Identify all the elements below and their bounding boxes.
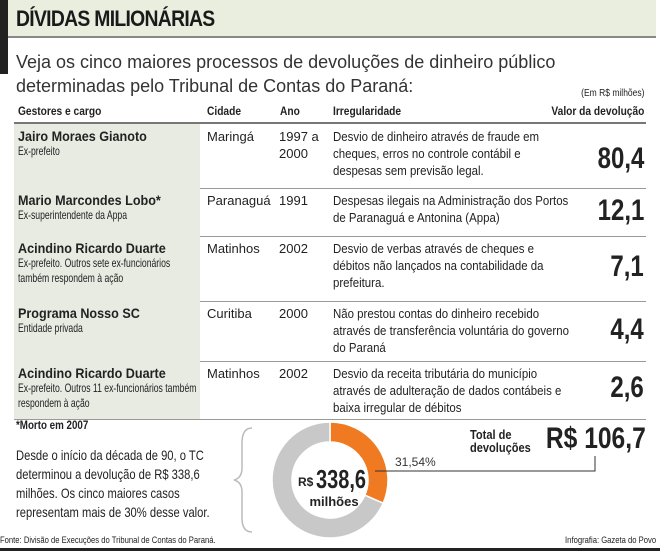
table-row: Acindino Ricardo Duarte Ex-prefeito. Outr… (14, 361, 646, 420)
gestor-name: Programa Nosso SC (18, 305, 140, 321)
gestor-name: Mario Marcondes Lobo* (18, 192, 161, 208)
gestor-cell: Mario Marcondes Lobo* Ex-superintendente … (14, 188, 200, 236)
donut-chart: R$ 338,6 milhões 31,54% (233, 421, 596, 538)
gestor-cell: Acindino Ricardo Duarte Ex-prefeito. Outr… (14, 361, 200, 419)
gestor-name: Jairo Moraes Gianoto (18, 128, 147, 144)
city: Maringá (207, 129, 254, 144)
gestor-role: Ex-prefeito. Outros 11 ex-funcionários t… (18, 381, 197, 410)
gestor-role: Entidade privada (18, 321, 83, 335)
city: Curitiba (207, 306, 252, 321)
gestor-cell: Programa Nosso SC Entidade privada (14, 301, 200, 361)
year: 2002 (279, 366, 308, 381)
brace (233, 427, 253, 533)
irregularity: Desvio de verbas através de cheques e dé… (333, 241, 544, 290)
value: 4,4 (610, 313, 644, 346)
accent-bar (0, 0, 8, 74)
table-row: Programa Nosso SC Entidade privada Curiti… (14, 301, 646, 362)
value: 7,1 (610, 250, 644, 283)
gestor-name: Acindino Ricardo Duarte (18, 365, 166, 381)
footnote: *Morto em 2007 (16, 420, 89, 432)
credit: Infografia: Gazeta do Povo (564, 535, 656, 545)
header-cidade: Cidade (207, 104, 242, 118)
total-value: R$ 106,7 (546, 422, 646, 455)
header-irregularidade: Irregularidade (333, 104, 402, 118)
source: Fonte: Divisão de Execuções do Tribunal … (0, 535, 216, 545)
gestor-role: Ex-prefeito. Outros sete ex-funcionários… (18, 256, 171, 285)
unit-label: (Em R$ milhões) (580, 88, 644, 99)
title-bar (0, 0, 656, 38)
table-row: Jairo Moraes Gianoto Ex-prefeito Maringá … (14, 124, 646, 189)
header-gestores: Gestores e cargo (18, 104, 102, 118)
leader-line (375, 456, 596, 472)
year: 2000 (279, 306, 308, 321)
gestor-cell: Jairo Moraes Gianoto Ex-prefeito (14, 124, 200, 188)
value: 12,1 (597, 194, 644, 227)
year: 1991 (279, 193, 308, 208)
description: Desde o início da década de 90, o TC det… (16, 447, 210, 520)
city: Paranaguá (207, 193, 271, 208)
table-row: Acindino Ricardo Duarte Ex-prefeito. Outr… (14, 236, 646, 302)
header-valor: Valor da devolução (551, 104, 644, 118)
slice-label: 31,54% (395, 455, 436, 469)
irregularity: Desvio de dinheiro através de fraude em … (333, 129, 540, 178)
header-divider (14, 122, 646, 124)
gestor-cell: Acindino Ricardo Duarte Ex-prefeito. Outr… (14, 236, 200, 301)
year: 1997 a 2000 (279, 129, 319, 161)
year: 2002 (279, 241, 308, 256)
center-value: 338,6 (316, 464, 366, 494)
city: Matinhos (207, 366, 260, 381)
page-title: DÍVIDAS MILIONÁRIAS (16, 6, 215, 31)
total-label: Total de devoluções (470, 427, 531, 455)
header-ano: Ano (280, 104, 300, 118)
irregularity: Não prestou contas do dinheiro recebido … (333, 306, 569, 355)
donut-slice (271, 421, 385, 538)
table-row: Mario Marcondes Lobo* Ex-superintendente … (14, 188, 646, 237)
center-currency: R$ (298, 475, 314, 489)
city: Matinhos (207, 241, 260, 256)
footer-divider (0, 548, 660, 551)
center-unit: milhões (309, 494, 358, 509)
irregularity: Despesas ilegais na Administração dos Po… (333, 193, 569, 225)
value: 80,4 (597, 142, 644, 175)
gestor-role: Ex-superintendente da Appa (18, 208, 128, 222)
subtitle: Veja os cinco maiores processos de devol… (16, 52, 556, 96)
irregularity: Desvio da receita tributária do municípi… (333, 366, 562, 415)
gestor-name: Acindino Ricardo Duarte (18, 240, 166, 256)
value: 2,6 (610, 371, 644, 404)
gestor-role: Ex-prefeito (18, 144, 60, 158)
